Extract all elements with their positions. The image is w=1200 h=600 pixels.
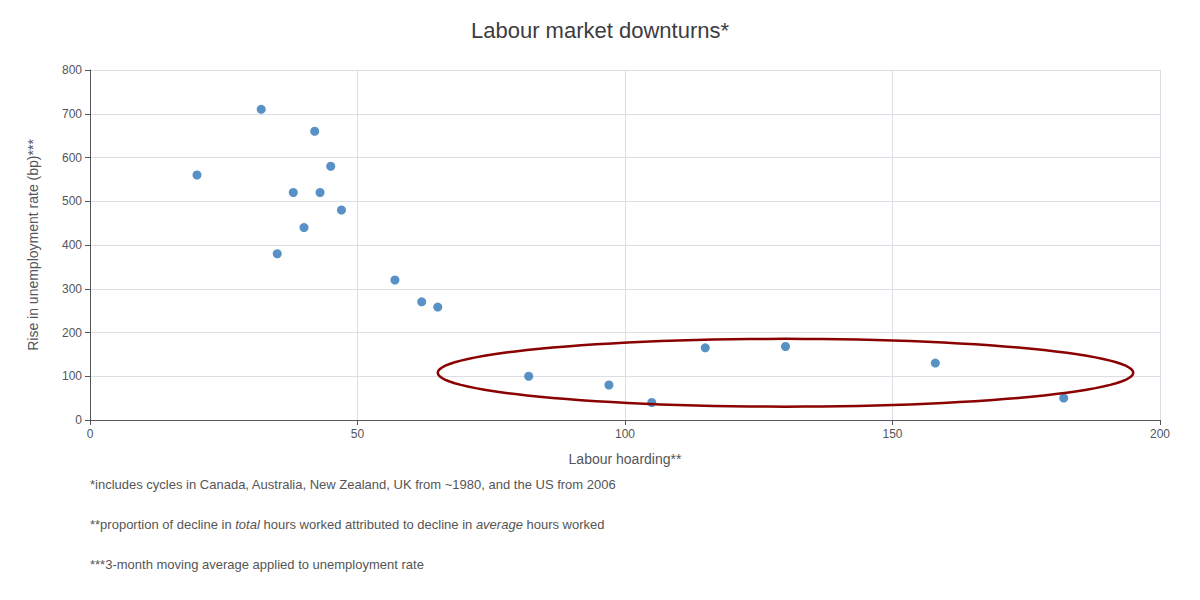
svg-text:hours worked: hours worked <box>523 517 605 532</box>
svg-text:Labour hoarding**: Labour hoarding** <box>569 451 682 467</box>
svg-text:50: 50 <box>351 427 365 441</box>
svg-text:700: 700 <box>62 107 82 121</box>
svg-text:300: 300 <box>62 282 82 296</box>
svg-text:200: 200 <box>1150 427 1170 441</box>
svg-text:800: 800 <box>62 63 82 77</box>
svg-text:100: 100 <box>62 369 82 383</box>
svg-text:total: total <box>235 517 261 532</box>
svg-text:600: 600 <box>62 151 82 165</box>
svg-text:Labour market downturns*: Labour market downturns* <box>471 18 729 43</box>
svg-text:hours worked attributed to dec: hours worked attributed to decline in <box>260 517 476 532</box>
svg-text:0: 0 <box>87 427 94 441</box>
svg-text:*includes cycles in Canada, Au: *includes cycles in Canada, Australia, N… <box>90 477 616 492</box>
svg-text:Rise in unemployment rate (bp): Rise in unemployment rate (bp)*** <box>25 139 41 351</box>
svg-text:***3-month moving average appl: ***3-month moving average applied to une… <box>90 557 424 572</box>
svg-text:100: 100 <box>615 427 635 441</box>
svg-text:200: 200 <box>62 326 82 340</box>
svg-text:average: average <box>476 517 523 532</box>
svg-text:500: 500 <box>62 194 82 208</box>
svg-text:0: 0 <box>75 413 82 427</box>
svg-text:400: 400 <box>62 238 82 252</box>
svg-text:**proportion of decline in: **proportion of decline in <box>90 517 235 532</box>
svg-text:150: 150 <box>882 427 902 441</box>
